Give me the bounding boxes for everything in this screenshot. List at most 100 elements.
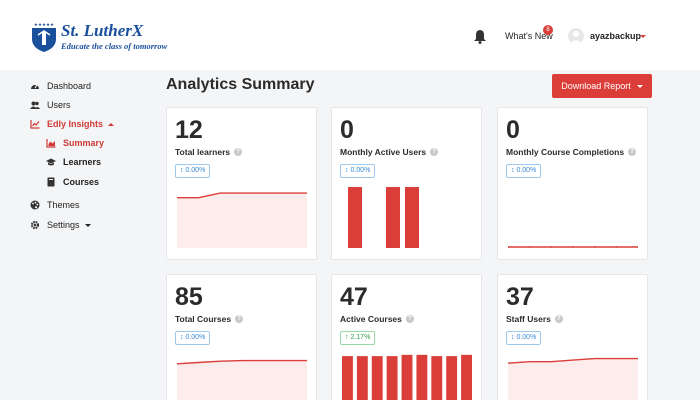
- stat-label: Staff Users?: [506, 314, 563, 324]
- stat-label-text: Monthly Active Users: [340, 147, 427, 157]
- shield-logo-icon: ★★★★★: [32, 22, 56, 52]
- help-icon[interactable]: ?: [430, 148, 439, 156]
- series-line: [177, 359, 307, 365]
- sidebar-item-courses[interactable]: Courses: [46, 175, 99, 189]
- help-icon[interactable]: ?: [235, 315, 244, 323]
- area-fill: [177, 193, 307, 248]
- gauge-icon: [31, 84, 39, 89]
- sidebar-item-themes[interactable]: Themes: [30, 198, 80, 212]
- username[interactable]: ayazbackup: [590, 31, 642, 41]
- trend-chart: [177, 192, 307, 248]
- sidebar-item-users[interactable]: Users: [30, 98, 71, 112]
- bar: [401, 354, 413, 400]
- area-fill: [177, 360, 307, 400]
- top-header: ★★★★★ St. LutherX Educate the class of t…: [0, 0, 700, 70]
- bar: [431, 356, 443, 400]
- stat-card-monthly-active-users: 0 Monthly Active Users? ↕ 0.00%: [331, 107, 482, 260]
- brand-logo[interactable]: ★★★★★ St. LutherX Educate the class of t…: [30, 17, 180, 57]
- bar: [342, 356, 353, 400]
- series-line: [508, 357, 638, 364]
- sidebar-label-users: Users: [47, 100, 71, 110]
- change-value: 0.00%: [350, 167, 371, 174]
- stat-card-active-courses: 47 Active Courses? ↑ 2.17%: [331, 274, 482, 400]
- flat-arrow-icon: ↕: [511, 167, 517, 174]
- change-pill: ↕ 0.00%: [506, 331, 542, 345]
- stat-label-text: Total learners: [175, 147, 231, 157]
- help-icon[interactable]: ?: [628, 148, 637, 156]
- change-value: 0.00%: [516, 334, 537, 341]
- stat-label: Total Courses?: [175, 314, 244, 324]
- bar-chart: [348, 187, 419, 248]
- download-report-button[interactable]: Download Report: [552, 74, 652, 98]
- sidebar-item-settings[interactable]: Settings: [30, 218, 91, 232]
- stat-label: Monthly Active Users?: [340, 147, 439, 157]
- change-pill: ↕ 0.00%: [506, 164, 542, 178]
- gear-icon: [30, 220, 40, 230]
- caret-down-icon: [84, 223, 91, 227]
- sidebar-item-edly-insights[interactable]: Edly Insights: [30, 117, 115, 131]
- stat-card-monthly-course-completions: 0 Monthly Course Completions? ↕ 0.00%: [497, 107, 648, 260]
- book-icon: [47, 177, 55, 187]
- change-pill: ↕ 0.00%: [175, 331, 211, 345]
- sidebar-label-insights: Edly Insights: [47, 119, 104, 129]
- change-pill: ↕ 0.00%: [340, 164, 376, 178]
- notification-badge: 8: [543, 25, 553, 35]
- brand-tagline: Educate the class of tomorrow: [61, 41, 168, 51]
- area-fill: [508, 358, 638, 400]
- download-report-label: Download Report: [561, 81, 631, 91]
- stat-value: 85: [175, 283, 203, 311]
- change-value: 0.00%: [516, 167, 537, 174]
- stat-label: Total learners?: [175, 147, 243, 157]
- arrow-up-icon: ↑: [345, 334, 351, 341]
- stat-card-total-learners: 12 Total learners? ↕ 0.00%: [166, 107, 317, 260]
- stat-label-text: Total Courses: [175, 314, 232, 324]
- palette-icon: [30, 200, 40, 210]
- area-chart-icon: [46, 139, 56, 148]
- help-icon[interactable]: ?: [234, 148, 243, 156]
- stat-value: 37: [506, 283, 534, 311]
- sidebar-label-dashboard: Dashboard: [47, 81, 92, 91]
- flat-arrow-icon: ↕: [345, 167, 351, 174]
- bar-chart: [342, 354, 472, 400]
- stat-value: 12: [175, 116, 203, 144]
- bell-icon[interactable]: [473, 29, 487, 44]
- user-avatar-icon: [570, 31, 582, 44]
- sidebar-label-courses: Courses: [63, 177, 100, 187]
- bar: [371, 356, 383, 400]
- bar: [416, 354, 428, 400]
- bar: [386, 187, 400, 248]
- bar: [405, 187, 419, 248]
- user-menu-caret-icon[interactable]: [640, 35, 646, 38]
- caret-up-icon: [108, 122, 115, 126]
- change-value: 2.17%: [350, 334, 371, 341]
- bar: [461, 354, 472, 400]
- help-icon[interactable]: ?: [554, 315, 563, 323]
- sidebar-label-learners: Learners: [63, 157, 102, 167]
- flat-arrow-icon: ↕: [180, 334, 186, 341]
- sidebar-item-learners[interactable]: Learners: [46, 155, 101, 169]
- chevron-down-icon: [636, 84, 643, 88]
- sidebar-label-settings: Settings: [47, 220, 80, 230]
- bar: [356, 356, 368, 400]
- sidebar-label-summary: Summary: [63, 138, 105, 148]
- trend-chart: [508, 246, 638, 248]
- bar: [386, 356, 398, 400]
- avatar[interactable]: [568, 28, 584, 44]
- change-pill: ↑ 2.17%: [340, 331, 376, 345]
- change-value: 0.00%: [185, 167, 206, 174]
- bar: [446, 356, 458, 400]
- bar: [348, 187, 362, 248]
- stat-label-text: Monthly Course Completions: [506, 147, 625, 157]
- sidebar-item-dashboard[interactable]: Dashboard: [30, 79, 91, 93]
- page-title: Analytics Summary: [166, 76, 315, 93]
- whats-new-link[interactable]: What's New: [505, 31, 553, 41]
- stat-value: 47: [340, 283, 368, 311]
- stat-label: Monthly Course Completions?: [506, 147, 637, 157]
- svg-text:★★★★★: ★★★★★: [34, 22, 54, 28]
- sidebar-item-summary[interactable]: Summary: [46, 136, 104, 150]
- flat-arrow-icon: ↕: [180, 167, 186, 174]
- stat-label: Active Courses?: [340, 314, 414, 324]
- change-value: 0.00%: [185, 334, 206, 341]
- help-icon[interactable]: ?: [405, 315, 414, 323]
- series-line: [177, 192, 307, 199]
